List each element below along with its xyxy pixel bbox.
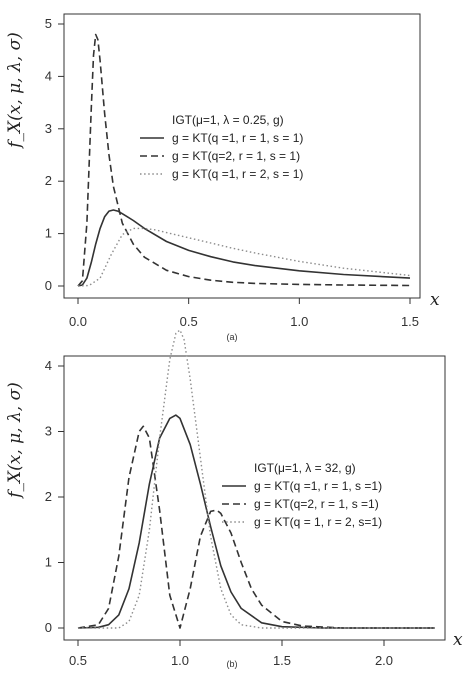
- plot-frame: [63, 13, 421, 299]
- y-tick-label: 4: [45, 68, 52, 83]
- x-tick-label: 0.0: [69, 314, 87, 329]
- y-tick-label: 0: [45, 278, 52, 293]
- y-axis-label: f_X(x, μ, λ, σ): [5, 382, 25, 500]
- legend-entry: g = KT(q = 1, r = 2, s=1): [254, 515, 382, 529]
- x-axis-label: x: [453, 630, 463, 650]
- y-tick-label: 2: [45, 489, 52, 504]
- legend-title: IGT(μ=1, λ = 0.25, g): [172, 113, 284, 127]
- y-tick-label: 3: [45, 121, 52, 136]
- y-tick-label: 0: [45, 620, 52, 635]
- y-tick-label: 1: [45, 555, 52, 570]
- legend-entry: g = KT(q=2, r = 1, s =1): [254, 497, 379, 511]
- y-axis-label: f_X(x, μ, λ, σ): [5, 32, 25, 150]
- series-line-dashed: [77, 33, 411, 287]
- x-tick-label: 0.5: [69, 653, 87, 668]
- series-line-dotted: [77, 227, 411, 287]
- legend-entry: g = KT(q =1, r = 1, s = 1): [172, 131, 303, 145]
- y-tick-label: 4: [45, 358, 52, 373]
- x-tick-label: 1.0: [290, 314, 308, 329]
- y-tick-label: 2: [45, 173, 52, 188]
- panel-caption: (a): [227, 332, 238, 342]
- legend-entry: g = KT(q =1, r = 2, s = 1): [172, 167, 303, 181]
- legend-entry: g = KT(q=2, r = 1, s = 1): [172, 149, 300, 163]
- series-line-solid: [77, 209, 411, 287]
- x-tick-label: 0.5: [180, 314, 198, 329]
- series-line-solid: [77, 414, 435, 629]
- legend-title: IGT(μ=1, λ = 32, g): [254, 461, 356, 475]
- x-axis-label: x: [430, 290, 440, 310]
- series-line-dotted: [78, 329, 435, 629]
- y-tick-label: 5: [45, 16, 52, 31]
- y-tick-label: 3: [45, 424, 52, 439]
- y-tick-label: 1: [45, 226, 52, 241]
- legend-entry: g = KT(q =1, r = 1, s =1): [254, 479, 382, 493]
- x-tick-label: 1.0: [171, 653, 189, 668]
- x-tick-label: 2.0: [375, 653, 393, 668]
- x-tick-label: 1.5: [273, 653, 291, 668]
- x-tick-label: 1.5: [401, 314, 419, 329]
- chart-panel-a: 0.0 0.5 1.0 1.5 0 1 2 3 4 5 x f_X(x, μ, λ, σ) (a) IGT…: [5, 13, 440, 342]
- chart-panel-b: 0.5 1.0 1.5 2.0 0 1 2 3 4 x f_X(x, μ, λ, σ) (b) IGT(…: [5, 329, 463, 669]
- series-line-dashed: [77, 425, 435, 629]
- panel-caption: (b): [227, 659, 238, 669]
- plot-frame: [63, 355, 446, 641]
